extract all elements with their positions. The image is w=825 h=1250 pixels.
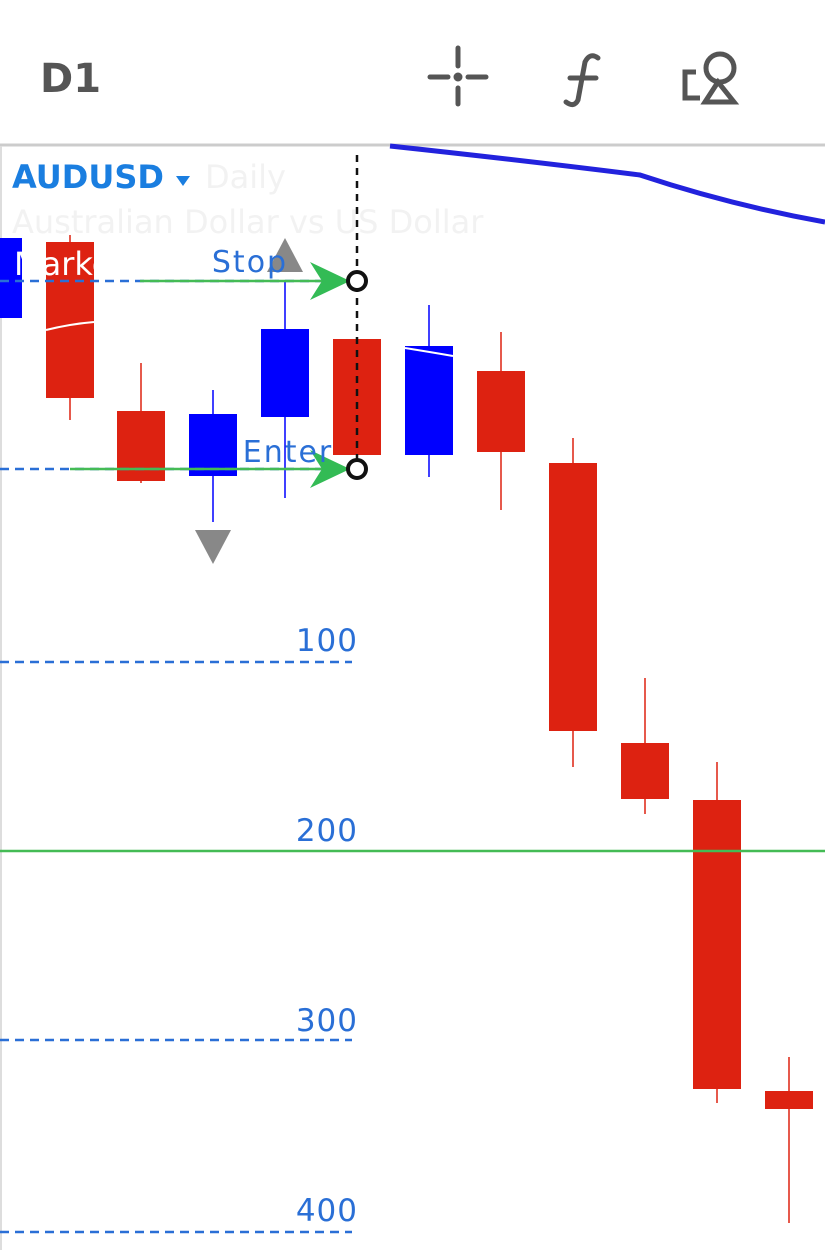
candle	[261, 329, 309, 417]
candle	[46, 242, 94, 398]
pip-label: 200	[296, 813, 358, 849]
objects-icon[interactable]	[682, 51, 740, 105]
timeframe[interactable]: D1	[40, 56, 101, 102]
pip-label: 100	[296, 623, 358, 659]
candle	[765, 1091, 813, 1109]
level-lines	[0, 279, 352, 1234]
description: Australian Dollar vs US Dollar	[12, 203, 484, 241]
ma-line	[404, 347, 454, 357]
candle	[333, 339, 381, 455]
candle	[0, 238, 22, 318]
period: Daily	[205, 158, 286, 196]
pip-label: 400	[296, 1193, 358, 1229]
level-label: Enter	[243, 435, 334, 470]
crosshair-icon[interactable]	[427, 45, 489, 107]
symbol-dropdown[interactable]	[176, 176, 190, 186]
candle	[693, 800, 741, 1089]
candle	[117, 411, 165, 481]
symbol[interactable]: AUDUSD	[12, 158, 164, 196]
candle	[549, 463, 597, 731]
ma-line	[45, 321, 95, 331]
candle	[405, 346, 453, 455]
candle	[477, 371, 525, 452]
level-label: Stop	[212, 245, 288, 280]
indicators-icon[interactable]	[563, 53, 601, 108]
market-status: Market closed	[14, 245, 237, 283]
trade-arrows	[70, 238, 368, 564]
candle	[621, 743, 669, 799]
candle	[189, 414, 237, 476]
toolbar: D1	[40, 45, 740, 108]
pip-label: 300	[296, 1003, 358, 1039]
moving-average	[389, 143, 825, 225]
candles	[0, 235, 813, 1223]
